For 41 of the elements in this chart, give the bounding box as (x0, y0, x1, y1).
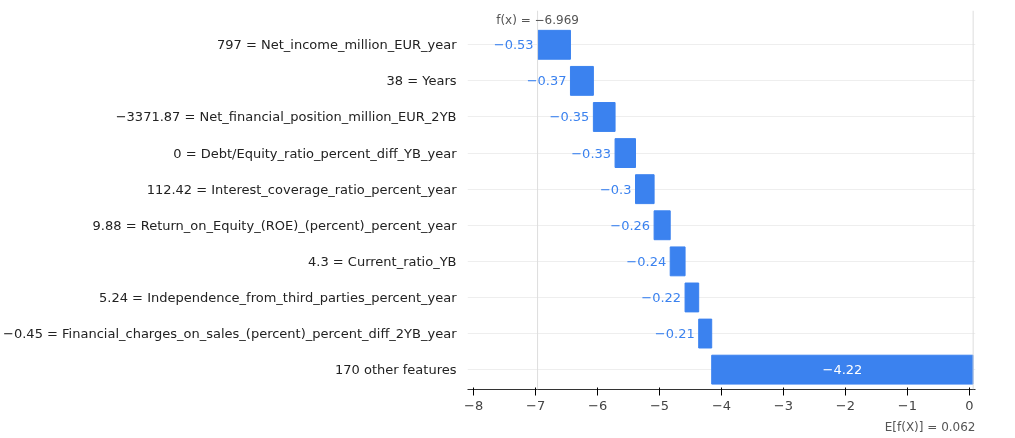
bar (684, 282, 700, 313)
x-tick-label: −4 (711, 397, 732, 413)
y-tick-label: −0.45 = Financial_charges_on_sales_(percent)_percent_diff_2YB_year (3, 326, 458, 342)
data-label: −0.53 (493, 37, 534, 53)
y-tick-label: 112.42 = Interest_coverage_ratio_percent_year (146, 181, 458, 197)
data-label: −4.22 (822, 362, 863, 378)
data-label: −0.3 (599, 181, 632, 197)
x-tick-label: −8 (464, 397, 484, 413)
bar (698, 318, 713, 349)
data-label: −0.26 (610, 217, 651, 233)
y-tick-label: 9.88 = Return_on_Equity_(ROE)_(percent)_percent_year (92, 217, 458, 233)
y-tick-label: 38 = Years (386, 73, 457, 89)
bar (614, 138, 637, 169)
data-label: −0.24 (626, 253, 667, 269)
data-label: −0.37 (526, 73, 567, 89)
data-label: −0.35 (549, 109, 590, 125)
bar (569, 65, 594, 96)
ref-line-label: E[f(X)] = 0.062 (884, 419, 976, 434)
y-tick-label: 4.3 = Current_ratio_YB (308, 253, 457, 269)
y-tick-label: 5.24 = Independence_from_third_parties_percent_year (99, 289, 458, 305)
bar (592, 102, 616, 132)
ref-line-label: f(x) = −6.969 (496, 12, 579, 27)
data-label: −0.22 (641, 289, 682, 305)
bar (669, 246, 686, 277)
bar (711, 354, 974, 385)
y-tick-label: 797 = Net_income_million_EUR_year (217, 37, 458, 53)
data-label: −0.33 (571, 145, 612, 161)
x-tick-label: −7 (526, 397, 546, 413)
x-tick-label: −6 (588, 397, 608, 413)
x-tick-label: −1 (897, 397, 917, 413)
x-tick-label: −2 (835, 397, 855, 413)
data-label: −0.21 (654, 326, 695, 342)
y-tick-label: 0 = Debt/Equity_ratio_percent_diff_YB_year (173, 145, 458, 161)
x-tick-label: −3 (773, 397, 794, 413)
x-tick-label: 0 (965, 397, 974, 413)
y-tick-label: −3371.87 = Net_financial_position_million_EUR_2YB (115, 109, 457, 125)
x-tick-label: −5 (649, 397, 670, 413)
y-tick-label: 170 other features (335, 362, 457, 378)
bar (653, 210, 671, 241)
bar (635, 174, 655, 205)
bar (537, 29, 571, 60)
